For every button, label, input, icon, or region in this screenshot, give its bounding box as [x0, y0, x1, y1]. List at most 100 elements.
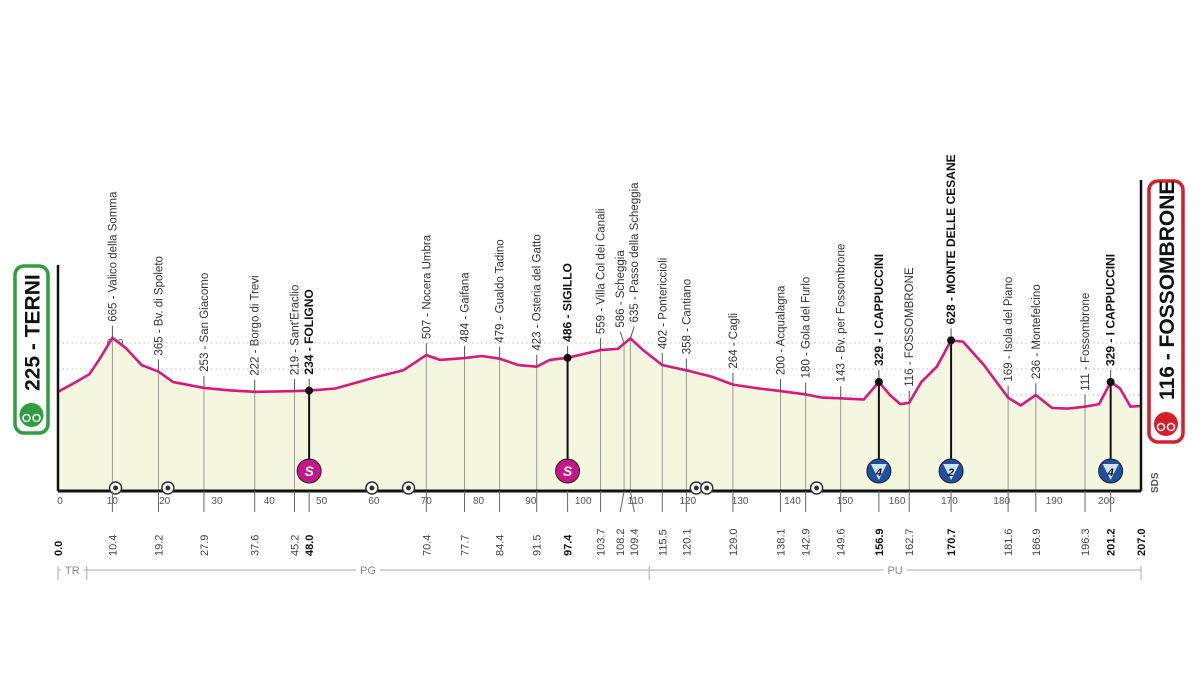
waypoint-label: 219 - Sant'Eraclio: [290, 285, 302, 375]
x-tick-label: 20: [159, 496, 171, 507]
waypoint-label: 402 - Pontericcioli: [657, 258, 669, 349]
feed-zone-dot: [814, 485, 820, 491]
waypoint-label: 143 - Bv. per Fossombrone: [836, 244, 848, 383]
kom-category-icon: 4: [866, 458, 892, 484]
kom-triangle: [943, 464, 960, 480]
waypoint-label: 507 - Nocera Umbra: [421, 234, 433, 339]
summit-dot: [1106, 378, 1115, 386]
waypoint-label: 628 - MONTE DELLE CESANE: [944, 154, 958, 324]
profile-line: [57, 335, 1142, 410]
finish-badge-frame: [1147, 179, 1185, 444]
waypoint-km: 186.9: [1031, 528, 1043, 556]
x-tick-label: 170: [941, 496, 958, 507]
waypoint-km: 45.2: [290, 535, 302, 556]
waypoint-km: 149.6: [836, 528, 848, 556]
km-tick: [629, 490, 635, 513]
waypoint-label: 222 - Borgo di Trevi: [250, 275, 262, 375]
feed-zone-icon: [401, 481, 416, 495]
waypoint-km: 156.9: [874, 528, 886, 556]
waypoint-km: 27.9: [199, 535, 211, 556]
waypoint-km: 103.7: [596, 528, 608, 556]
feed-zone-dot: [113, 485, 119, 491]
feed-zone-dot: [369, 485, 375, 491]
cyclist-icon: [1152, 410, 1180, 438]
waypoint-km: 84.4: [495, 535, 507, 556]
waypoint-km: 70.4: [421, 535, 433, 556]
marker-circle: [296, 458, 322, 484]
waypoint-label: 329 - I CAPPUCCINI: [872, 254, 886, 366]
feed-zone-icon: [700, 481, 714, 495]
waypoint-km: 138.1: [776, 528, 788, 556]
waypoint-km: 108.2: [615, 528, 627, 556]
waypoint-km: 196.3: [1080, 528, 1092, 556]
summit-dot: [874, 378, 883, 386]
km-tick: [619, 490, 625, 513]
waypoint-label: 236 - Montefelcino: [1031, 284, 1043, 379]
waypoint-label: 358 - Cantiano: [681, 279, 693, 354]
waypoint-label: 479 - Gualdo Tadino: [495, 239, 507, 342]
waypoint-leader: [629, 326, 635, 339]
region-bar: TR PG PU: [57, 565, 1142, 580]
feed-zone-dot: [704, 485, 710, 491]
waypoint-km: 109.4: [629, 528, 641, 556]
waypoint-km: 142.9: [801, 528, 813, 556]
x-tick-label: 190: [1046, 496, 1063, 507]
start-badge-label: 225 - TERNI: [22, 274, 45, 391]
waypoint-label: 423 - Osteria del Gatto: [532, 234, 544, 350]
x-tick-label: 0: [57, 496, 63, 507]
waypoint-km: 170.7: [946, 528, 958, 556]
x-tick-label: 200: [1098, 496, 1115, 507]
wheel: [22, 413, 31, 423]
waypoint-label: 665 - Valico della Somma: [107, 191, 119, 322]
waypoint-label: 169 - Isola del Piano: [1003, 277, 1015, 382]
region-label-bg: [356, 565, 380, 577]
waypoint-label: 116 - FOSSOMBRONE: [904, 267, 916, 387]
summit-dot: [563, 353, 572, 362]
waypoint-label: 264 - Cagli: [728, 313, 740, 369]
waypoint-label: 253 - San Giacomo: [199, 273, 211, 372]
finish-badge-label: 116 - FOSSOMBRONE: [1156, 181, 1179, 400]
x-tick-label: 110: [628, 496, 644, 507]
summit-dot: [947, 336, 956, 345]
start-badge-frame: [13, 264, 50, 435]
x-tick-label: 50: [316, 496, 328, 507]
waypoint-lines: [111, 337, 1112, 491]
region-label: PU: [887, 565, 902, 577]
summit-dot: [305, 386, 314, 395]
marker-text: 2: [947, 467, 954, 479]
waypoint-km: 162.7: [904, 528, 916, 556]
kom-triangle: [870, 464, 887, 480]
waypoint-km: 120.1: [681, 528, 693, 556]
marker-circle: [555, 458, 581, 484]
waypoint-leader: [619, 331, 625, 344]
region-label-bg: [61, 565, 84, 577]
feed-zone-dot: [165, 485, 171, 491]
x-tick-label: 160: [889, 496, 906, 507]
waypoint-label: 234 - FOLIGNO: [302, 289, 316, 374]
waypoint-km: 97.4: [563, 534, 575, 556]
feed-zone-icon: [108, 481, 123, 495]
start-finish-badges: 225 - TERNI 116 - FOSSOMBRONE: [13, 179, 1185, 444]
waypoint-label: 365 - Bv. di Spoleto: [154, 256, 166, 356]
x-tick-label: 90: [525, 496, 537, 507]
start-km: 0.0: [53, 541, 65, 556]
region-label: TR: [65, 565, 80, 577]
sds-logo: SDS: [1150, 472, 1161, 493]
waypoint-km: 48.0: [304, 535, 316, 556]
x-tick-label: 150: [836, 496, 853, 507]
wheel: [1156, 422, 1166, 432]
waypoint-km: 77.7: [460, 535, 472, 556]
waypoint-km: 115.5: [657, 529, 669, 556]
x-tick-label: 130: [732, 496, 749, 507]
x-tick-label: 120: [679, 496, 696, 507]
wheel: [1166, 422, 1176, 432]
region-label: PG: [360, 565, 376, 577]
marker-text: 4: [1107, 467, 1114, 479]
axes: 0 10 20 30 40 50 60 70 80 90 100 110 120 130 140 150 160…: [53, 180, 1161, 556]
waypoint-km: 10.4: [107, 535, 119, 556]
x-tick-label: 100: [575, 496, 592, 507]
x-tick-label: 80: [473, 496, 485, 507]
wheel: [32, 413, 41, 423]
cyclist-icon: [17, 401, 46, 429]
